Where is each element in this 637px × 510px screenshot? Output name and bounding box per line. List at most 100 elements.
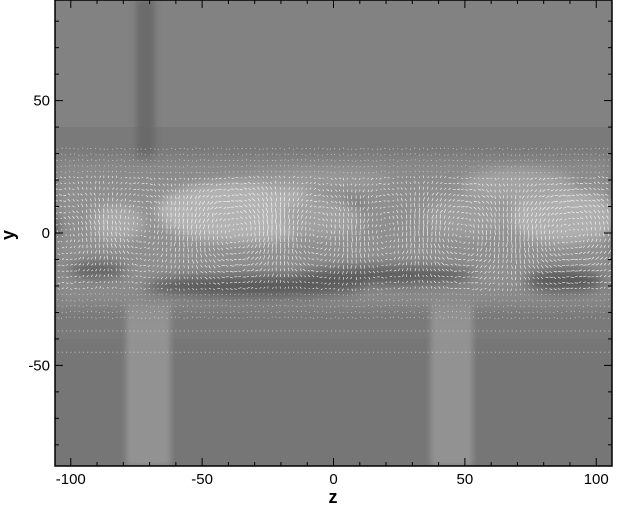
vector-arrow [603,274,607,278]
vector-arrow [288,187,291,190]
vector-arrow [218,206,222,209]
vector-arrow [448,204,452,208]
vector-arrow [324,259,327,262]
vector-arrow [545,270,549,273]
vector-arrow [448,159,450,161]
vector-arrow [506,189,508,193]
vector-arrow [196,253,198,259]
vector-arrow [194,212,197,218]
vector-arrow [208,294,210,296]
vector-arrow [288,170,290,173]
vector-arrow [118,250,121,254]
vector-arrow [148,276,151,279]
vector-arrow [404,209,407,213]
vector-arrow [266,218,269,225]
vector-arrow [183,276,186,279]
vector-arrow [276,153,278,155]
vector-arrow [601,210,605,214]
vector-arrow [165,276,168,280]
vector-arrow [288,208,291,213]
vector-arrow [112,187,115,190]
vector-arrow [230,188,235,190]
vector-arrow [328,276,332,280]
vector-arrow [401,165,403,167]
vector-arrow [422,248,424,254]
vector-arrow [599,245,603,249]
vector-arrow [544,259,548,263]
vector-arrow [387,212,390,214]
vector-arrow [297,176,299,179]
vector-arrow [70,246,73,249]
vector-arrow [486,154,488,156]
vector-arrow [418,287,421,289]
vector-arrow [452,171,454,173]
vector-arrow [540,259,545,263]
vector-arrow [582,299,585,301]
vector-arrow [578,246,583,249]
vector-arrow [551,224,554,227]
vector-arrow [225,300,227,302]
vector-arrow [342,300,344,302]
vector-arrow [425,262,428,266]
vector-arrow [308,257,311,260]
vector-arrow [274,218,277,225]
vector-arrow [607,244,610,248]
y-tick-label: 50 [33,93,50,110]
vector-arrow [339,183,342,187]
vector-arrow [527,224,529,230]
vector-arrow [563,212,567,215]
vector-arrow [528,265,531,269]
vector-arrow [115,215,117,219]
vector-arrow [550,212,554,216]
vector-arrow [246,311,248,313]
vector-arrow [148,230,151,232]
vector-arrow [304,245,306,248]
vector-arrow [397,262,401,266]
vector-arrow [95,165,97,167]
vector-arrow [106,262,109,266]
vector-arrow [493,236,496,241]
vector-arrow [588,204,592,208]
vector-arrow [465,189,468,191]
vector-arrow [339,177,342,179]
vector-arrow [479,288,483,291]
vector-arrow [221,276,225,279]
vector-arrow [107,299,110,301]
vector-arrow [300,293,302,295]
vector-arrow [55,206,58,209]
vector-arrow [522,189,525,193]
vector-arrow [482,189,485,191]
vector-arrow [207,189,210,192]
vector-arrow [235,205,239,208]
vector-arrow [301,182,304,185]
vector-arrow [169,282,172,285]
vector-arrow [372,299,374,301]
vector-arrow [212,265,216,269]
vector-arrow [291,286,294,289]
vector-arrow [280,300,282,302]
vector-arrow [439,209,443,214]
vector-arrow [107,192,110,196]
vector-arrow [246,275,249,278]
vector-arrow [502,189,506,192]
vector-arrow [250,293,253,295]
vector-arrow [144,148,147,150]
vector-arrow [448,221,451,225]
vector-arrow [85,192,88,196]
vector-arrow [507,271,509,274]
vector-arrow [510,294,512,296]
vector-arrow [527,166,529,168]
vector-arrow [265,191,269,196]
vector-arrow [238,293,240,295]
vector-arrow [249,220,252,225]
vector-arrow [81,203,84,208]
vector-arrow [578,275,583,278]
vector-arrow [68,211,71,214]
vector-arrow [557,282,562,284]
vector-arrow [326,189,330,192]
vector-arrow [174,224,176,229]
vector-arrow [90,274,93,278]
vector-arrow [372,259,374,262]
vector-arrow [266,165,269,167]
vector-arrow [292,248,294,254]
